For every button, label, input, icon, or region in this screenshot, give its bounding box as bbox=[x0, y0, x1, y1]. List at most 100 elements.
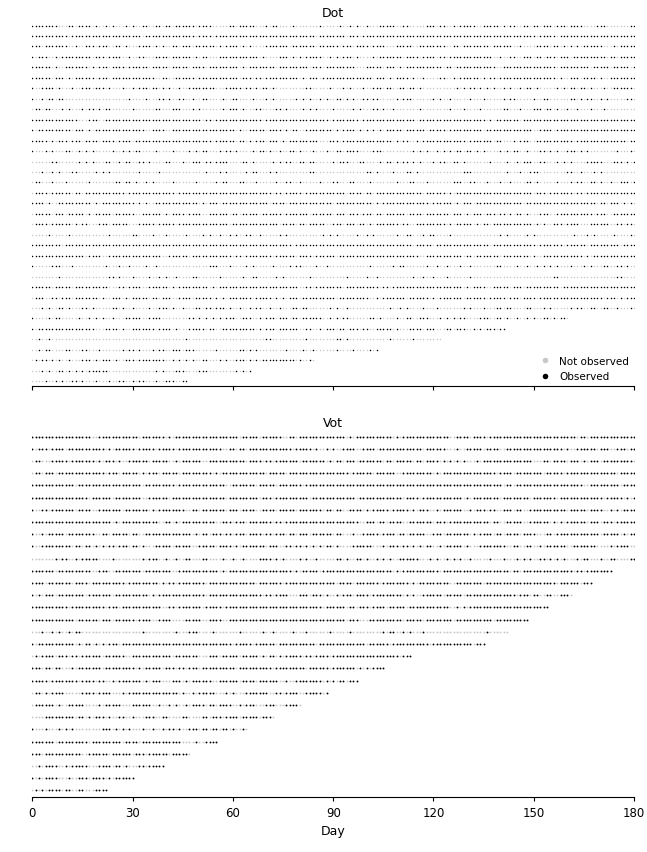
Point bbox=[606, 479, 616, 492]
Point bbox=[271, 61, 281, 75]
Point bbox=[415, 479, 425, 492]
Point bbox=[241, 198, 252, 211]
Point bbox=[171, 504, 181, 517]
Point bbox=[435, 333, 445, 347]
Point bbox=[228, 442, 238, 456]
Point bbox=[191, 176, 201, 190]
Point bbox=[154, 540, 164, 554]
Point bbox=[97, 83, 107, 96]
Point bbox=[177, 662, 188, 676]
Point bbox=[217, 72, 228, 85]
Point bbox=[225, 699, 235, 712]
Point bbox=[575, 20, 586, 33]
Point bbox=[288, 515, 298, 529]
Point bbox=[331, 323, 342, 337]
Point bbox=[439, 540, 449, 554]
Point bbox=[271, 198, 281, 211]
Point bbox=[529, 250, 539, 263]
Point bbox=[425, 187, 435, 200]
Point bbox=[529, 442, 539, 456]
Point bbox=[164, 30, 175, 43]
Point bbox=[134, 176, 144, 190]
Point bbox=[154, 302, 164, 315]
Point bbox=[348, 30, 358, 43]
Point bbox=[442, 93, 452, 106]
Point bbox=[518, 41, 529, 55]
Point bbox=[84, 20, 94, 33]
Point bbox=[234, 455, 245, 469]
Point bbox=[234, 515, 245, 529]
Point bbox=[555, 41, 565, 55]
Point bbox=[231, 637, 241, 651]
Point bbox=[124, 515, 135, 529]
Point bbox=[151, 156, 161, 170]
Point bbox=[418, 637, 428, 651]
Point bbox=[606, 491, 616, 504]
Point bbox=[502, 166, 512, 180]
Point bbox=[322, 491, 332, 504]
Point bbox=[472, 491, 482, 504]
Point bbox=[134, 686, 144, 699]
Point bbox=[54, 699, 64, 712]
Point bbox=[281, 176, 292, 190]
Point bbox=[285, 250, 295, 263]
Point bbox=[131, 759, 141, 773]
Point bbox=[127, 662, 138, 676]
Point bbox=[425, 491, 435, 504]
Point bbox=[475, 51, 485, 65]
Point bbox=[134, 735, 144, 749]
Point bbox=[535, 83, 545, 96]
Point bbox=[261, 455, 272, 469]
Point bbox=[509, 479, 519, 492]
Point bbox=[505, 291, 516, 305]
Point bbox=[586, 577, 596, 590]
Point bbox=[191, 527, 201, 541]
Point bbox=[375, 124, 385, 138]
Point bbox=[515, 442, 525, 456]
Point bbox=[515, 103, 525, 117]
Point bbox=[141, 270, 151, 284]
Point bbox=[124, 601, 135, 614]
Point bbox=[365, 51, 375, 65]
Point bbox=[174, 281, 184, 295]
Point bbox=[134, 239, 144, 253]
Point bbox=[375, 613, 385, 627]
Point bbox=[117, 239, 127, 253]
Point bbox=[188, 479, 198, 492]
Point bbox=[221, 291, 232, 305]
Point bbox=[408, 333, 419, 347]
Point bbox=[91, 467, 101, 481]
Point bbox=[41, 747, 51, 761]
Point bbox=[47, 455, 58, 469]
Point bbox=[586, 467, 596, 481]
Point bbox=[288, 504, 298, 517]
Point bbox=[161, 260, 171, 273]
Point bbox=[435, 239, 445, 253]
Point bbox=[87, 218, 98, 232]
Point bbox=[375, 20, 385, 33]
Point bbox=[322, 135, 332, 148]
Point bbox=[492, 430, 502, 444]
Point bbox=[171, 176, 181, 190]
Point bbox=[101, 281, 111, 295]
Point bbox=[214, 270, 225, 284]
Point bbox=[278, 198, 289, 211]
Point bbox=[331, 83, 342, 96]
Point bbox=[552, 114, 562, 128]
Point bbox=[298, 239, 309, 253]
Point bbox=[281, 291, 292, 305]
Point bbox=[134, 103, 144, 117]
Point bbox=[405, 83, 415, 96]
Point bbox=[485, 540, 496, 554]
Point bbox=[305, 72, 315, 85]
Point bbox=[271, 135, 281, 148]
Point bbox=[67, 479, 78, 492]
Point bbox=[348, 20, 358, 33]
Point bbox=[281, 430, 292, 444]
Point bbox=[348, 270, 358, 284]
Point bbox=[154, 218, 164, 232]
Point bbox=[174, 30, 184, 43]
Point bbox=[101, 218, 111, 232]
Point bbox=[586, 41, 596, 55]
Point bbox=[308, 589, 318, 602]
